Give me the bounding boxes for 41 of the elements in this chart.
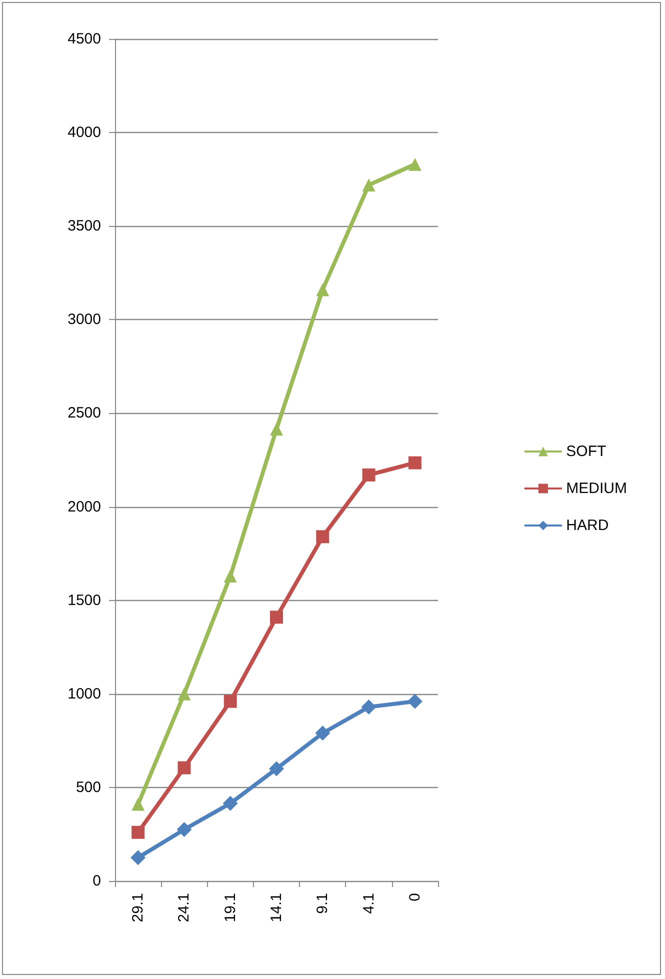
- point: [408, 158, 422, 171]
- point: [132, 826, 145, 839]
- x-tick-label: 9.1: [314, 893, 332, 914]
- point: [130, 850, 146, 866]
- y-tick-label: 1000: [68, 685, 101, 702]
- point: [176, 822, 192, 838]
- y-tick-label: 1500: [68, 592, 101, 609]
- legend-label: SOFT: [566, 443, 606, 460]
- y-tick-label: 2000: [68, 498, 101, 516]
- point: [178, 687, 191, 700]
- point: [222, 796, 238, 811]
- y-tick-label: 2500: [68, 404, 101, 422]
- y-tick-label: 3000: [68, 311, 101, 328]
- x-tick-label: 14.1: [268, 893, 285, 922]
- legend-label: HARD: [566, 517, 609, 534]
- x-tick-label: 29.1: [130, 893, 147, 922]
- point: [316, 283, 330, 296]
- x-tick-label: 4.1: [360, 893, 378, 914]
- point: [224, 570, 237, 583]
- point: [224, 694, 237, 708]
- point: [269, 761, 284, 776]
- point: [270, 610, 283, 624]
- point: [362, 178, 376, 192]
- point: [362, 468, 376, 482]
- point: [270, 422, 283, 436]
- y-tick-label: 500: [76, 778, 101, 796]
- y-tick-label: 0: [92, 872, 101, 890]
- point: [361, 699, 376, 714]
- x-tick-label: 0: [406, 893, 424, 902]
- point: [132, 798, 145, 811]
- x-tick-label: 19.1: [222, 893, 239, 922]
- point: [407, 694, 422, 709]
- point: [316, 530, 330, 544]
- point: [315, 726, 330, 741]
- x-tick-label: 24.1: [176, 893, 193, 922]
- y-tick-label: 4500: [68, 30, 101, 48]
- y-tick-label: 4000: [68, 124, 101, 142]
- legend-label: MEDIUM: [566, 480, 627, 497]
- y-tick-label: 3500: [68, 218, 101, 235]
- point: [408, 456, 422, 470]
- point: [178, 761, 191, 774]
